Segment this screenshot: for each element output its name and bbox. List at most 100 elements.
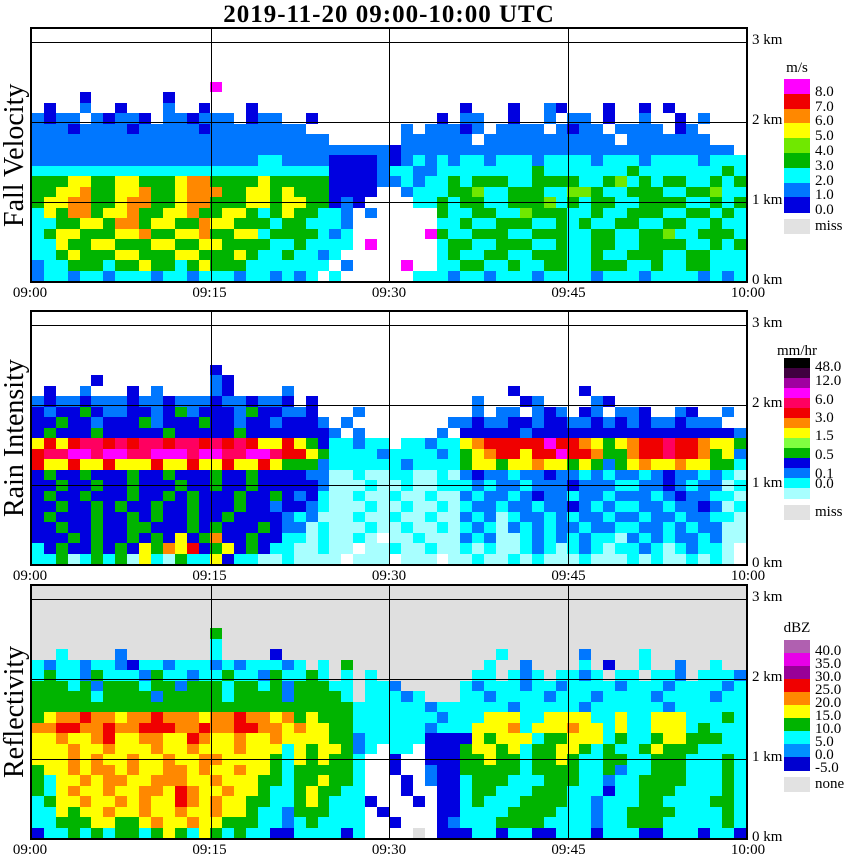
heatmap-cell: [115, 796, 128, 807]
heatmap-cell: [496, 71, 508, 82]
heatmap-cell: [567, 796, 580, 807]
heatmap-cell: [139, 155, 151, 166]
heatmap-cell: [519, 490, 532, 501]
heatmap-cell: [543, 207, 556, 218]
heatmap-cell: [531, 501, 544, 512]
heatmap-cell: [710, 438, 723, 449]
heatmap-cell: [234, 260, 247, 271]
heatmap-cell: [520, 618, 532, 629]
heatmap-cell: [698, 827, 711, 838]
heatmap-cell: [448, 806, 461, 817]
heatmap-cell: [591, 628, 603, 639]
heatmap-cell: [127, 796, 140, 807]
heatmap-cell: [269, 649, 282, 660]
heatmap-cell: [615, 543, 627, 554]
heatmap-cell: [258, 71, 270, 82]
heatmap-cell: [150, 427, 163, 438]
heatmap-cell: [544, 333, 556, 344]
heatmap-cell: [508, 82, 520, 93]
heatmap-cell: [484, 775, 497, 786]
heatmap-cell: [353, 406, 366, 417]
heatmap-cell: [507, 691, 520, 702]
heatmap-cell: [496, 386, 508, 397]
heatmap-cell: [44, 628, 56, 639]
heatmap-cell: [508, 586, 520, 597]
heatmap-cell: [246, 102, 259, 113]
heatmap-cell: [306, 375, 318, 386]
heatmap-cell: [484, 103, 496, 114]
heatmap-cell: [115, 522, 128, 533]
heatmap-cell: [650, 176, 663, 187]
heatmap-cell: [508, 29, 520, 40]
heatmap-cell: [67, 165, 80, 176]
heatmap-cell: [115, 628, 127, 639]
heatmap-cell: [246, 61, 258, 72]
heatmap-cell: [269, 490, 282, 501]
heatmap-cell: [389, 208, 401, 219]
heatmap-cell: [150, 511, 163, 522]
heatmap-cell: [603, 469, 616, 480]
heatmap-cell: [627, 71, 639, 82]
heatmap-cell: [448, 207, 461, 218]
heatmap-cell: [234, 144, 247, 155]
heatmap-cell: [44, 92, 56, 103]
heatmap-cell: [115, 586, 127, 597]
heatmap-cell: [615, 553, 627, 564]
heatmap-cell: [556, 660, 568, 671]
heatmap-cell: [651, 375, 663, 386]
heatmap-cell: [734, 29, 746, 40]
heatmap-cell: [460, 365, 472, 376]
heatmap-cell: [710, 407, 722, 418]
heatmap-cell: [484, 333, 496, 344]
heatmap-cell: [162, 228, 175, 239]
heatmap-cell: [531, 448, 544, 459]
heatmap-cell: [56, 61, 68, 72]
heatmap-cell: [151, 92, 163, 103]
heatmap-cell: [32, 249, 44, 260]
heatmap-cell: [603, 386, 615, 397]
heatmap-cell: [174, 448, 187, 459]
heatmap-cell: [365, 417, 377, 428]
heatmap-cell: [43, 134, 56, 145]
heatmap-cell: [281, 270, 294, 281]
heatmap-cell: [626, 448, 639, 459]
heatmap-cell: [91, 586, 103, 597]
heatmap-cell: [544, 354, 556, 365]
heatmap-cell: [484, 249, 497, 260]
heatmap-cell: [484, 639, 496, 650]
heatmap-cell: [186, 249, 199, 260]
heatmap-cell: [162, 165, 175, 176]
heatmap-cell: [67, 260, 80, 271]
heatmap-cell: [460, 438, 473, 449]
heatmap-cell: [258, 511, 270, 522]
heatmap-cell: [317, 260, 330, 271]
heatmap-cell: [127, 92, 139, 103]
heatmap-cell: [32, 186, 44, 197]
heatmap-cell: [722, 459, 735, 470]
heatmap-cell: [91, 733, 104, 744]
heatmap-cell: [365, 660, 377, 671]
heatmap-cell: [163, 61, 175, 72]
heatmap-cell: [603, 553, 616, 564]
heatmap-cell: [519, 270, 532, 281]
heatmap-cell: [650, 543, 663, 554]
heatmap-cell: [674, 733, 687, 744]
heatmap-cell: [186, 785, 199, 796]
heatmap-cell: [377, 522, 389, 533]
heatmap-cell: [246, 743, 259, 754]
heatmap-cell: [270, 61, 282, 72]
heatmap-cell: [186, 764, 199, 775]
gridline-0930: [389, 29, 390, 281]
heatmap-cell: [389, 50, 401, 61]
heatmap-cell: [293, 659, 306, 670]
heatmap-cell: [615, 176, 627, 187]
heatmap-cell: [555, 406, 568, 417]
heatmap-cell: [639, 82, 651, 93]
heatmap-cell: [663, 407, 675, 418]
heatmap-cell: [555, 680, 568, 691]
heatmap-cell: [103, 775, 116, 786]
heatmap-cell: [686, 680, 699, 691]
heatmap-cell: [591, 365, 603, 376]
heatmap-cell: [412, 743, 425, 754]
heatmap-cell: [400, 469, 413, 480]
